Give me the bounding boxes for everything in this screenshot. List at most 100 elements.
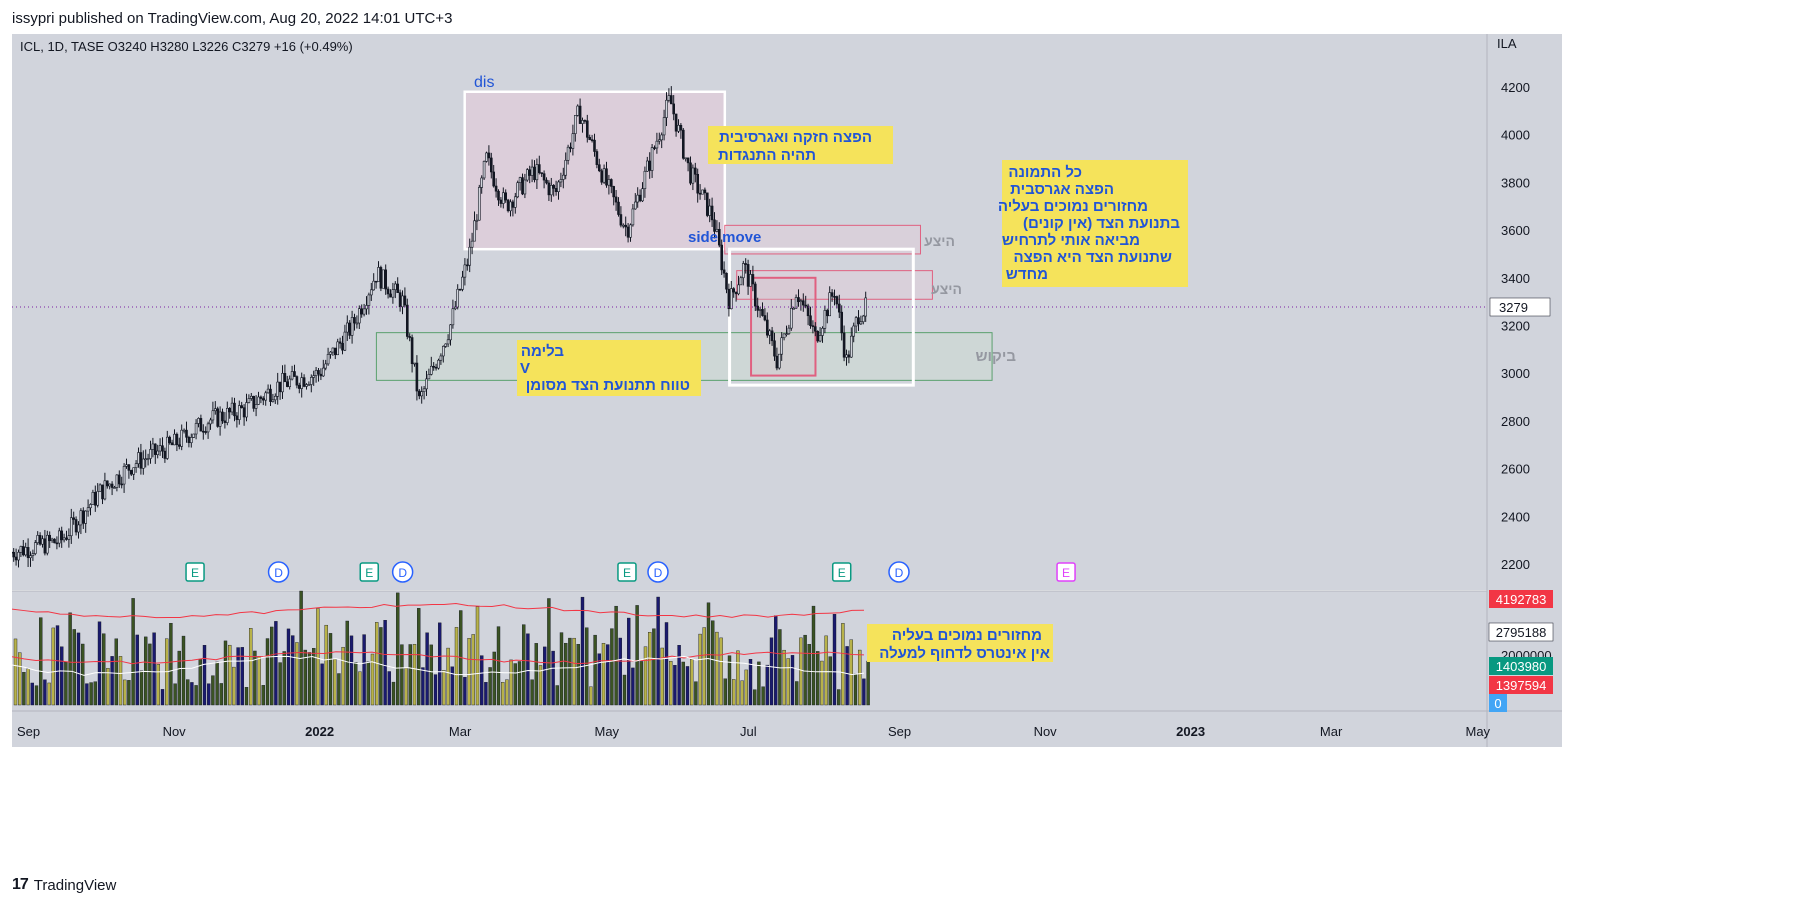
zone-distribution — [463, 90, 727, 251]
dividend-marker-icon[interactable]: D — [888, 561, 910, 583]
volume-bar — [517, 661, 522, 706]
earnings-marker-icon[interactable]: E — [1056, 562, 1076, 582]
dividend-marker-icon[interactable]: D — [647, 561, 669, 583]
time-axis[interactable] — [12, 711, 1487, 747]
volume-bar — [555, 685, 559, 706]
volume-bar — [589, 686, 593, 706]
candle-body — [537, 164, 541, 173]
volume-bar — [396, 592, 400, 706]
candle-body — [446, 339, 450, 345]
candle-body — [583, 120, 587, 122]
supply-label-1: היצע — [924, 233, 955, 249]
candle-body — [590, 139, 594, 141]
candle-body — [516, 182, 519, 198]
candle-body — [679, 124, 683, 131]
earnings-marker-icon[interactable]: E — [831, 562, 852, 582]
candle-body — [559, 179, 563, 183]
candle-body — [79, 510, 83, 526]
dividend-marker-icon[interactable]: D — [391, 561, 414, 583]
candle-body — [427, 374, 431, 380]
dividend-marker-icon[interactable]: D — [267, 561, 290, 583]
candle-body — [348, 322, 351, 336]
candle-body — [249, 395, 253, 399]
publish-line: issypri published on TradingView.com, Au… — [12, 10, 453, 27]
candle-body — [823, 310, 827, 329]
candle-body — [168, 436, 171, 444]
candle-body — [408, 336, 411, 338]
volume-bar — [60, 646, 64, 706]
candle-body — [170, 442, 174, 446]
candle-body — [588, 137, 591, 140]
candle-body — [139, 452, 143, 469]
candle-body — [828, 292, 831, 317]
candle-body — [593, 139, 596, 152]
candle-body — [648, 160, 651, 171]
candle-body — [197, 418, 200, 424]
volume-bar — [610, 628, 614, 706]
candle-body — [842, 332, 846, 358]
candle-body — [837, 303, 841, 313]
volume-bar — [505, 679, 509, 706]
candle-body — [213, 408, 217, 412]
volume-bar — [206, 683, 211, 706]
candle-body — [458, 288, 462, 291]
candle-body — [67, 535, 71, 540]
volume-ma-line — [12, 655, 865, 676]
volume-bar — [89, 682, 93, 706]
volume-bar — [379, 627, 383, 706]
candle-body — [129, 470, 133, 475]
volume-bar — [274, 621, 278, 706]
candle-body — [295, 376, 299, 386]
earnings-marker-icon[interactable]: E — [617, 562, 637, 582]
candle-body — [756, 305, 759, 311]
candle-body — [463, 264, 467, 278]
candle-body — [74, 519, 78, 533]
price-pane[interactable] — [12, 34, 1487, 590]
volume-bar — [101, 633, 106, 706]
candle-body — [737, 284, 740, 295]
candle-body — [725, 272, 728, 290]
earnings-marker-icon[interactable]: E — [185, 562, 205, 582]
candle-body — [281, 373, 284, 393]
volume-bar — [572, 637, 576, 706]
candle-body — [389, 293, 392, 298]
chart-frame[interactable]: ICL, 1D, TASE O3240 H3280 L3226 C3279 +1… — [12, 34, 1800, 862]
candle-body — [12, 551, 15, 558]
volume-bar — [303, 649, 307, 706]
volume-bar — [866, 660, 870, 706]
candle-body — [561, 174, 565, 180]
candle-body — [813, 326, 817, 332]
volume-bar — [538, 665, 543, 706]
volume-bar — [442, 670, 446, 706]
footer-brand[interactable]: 17 TradingView — [12, 876, 116, 894]
candle-body — [72, 517, 75, 520]
candle-body — [245, 402, 248, 418]
candle-body — [26, 547, 30, 559]
volume-bar — [320, 663, 324, 706]
candle-body — [854, 317, 858, 327]
volume-bar — [160, 689, 165, 706]
volume-bar — [148, 643, 152, 706]
volume-bar — [677, 644, 681, 706]
candle-body — [794, 297, 798, 309]
volume-bar — [278, 662, 282, 706]
volume-bar — [698, 633, 702, 706]
earnings-marker-icon[interactable]: E — [359, 562, 379, 582]
time-label: Nov — [1034, 724, 1058, 739]
volume-bar — [543, 646, 547, 706]
volume-bar — [702, 627, 706, 706]
note-mid: בלימה V טווח תתנועת הצד מסומן — [517, 340, 701, 396]
candle-body — [24, 547, 27, 556]
candle-body — [269, 388, 272, 402]
candle-body — [609, 179, 613, 187]
last-price-tag: 3279 — [1499, 300, 1528, 315]
candle-body — [173, 433, 176, 446]
candle-body — [33, 542, 37, 554]
svg-text:D: D — [654, 566, 663, 580]
candle-body — [665, 99, 668, 118]
candle-body — [578, 105, 582, 124]
candle-body — [482, 161, 486, 179]
candle-body — [840, 311, 843, 334]
volume-bar — [522, 624, 526, 706]
